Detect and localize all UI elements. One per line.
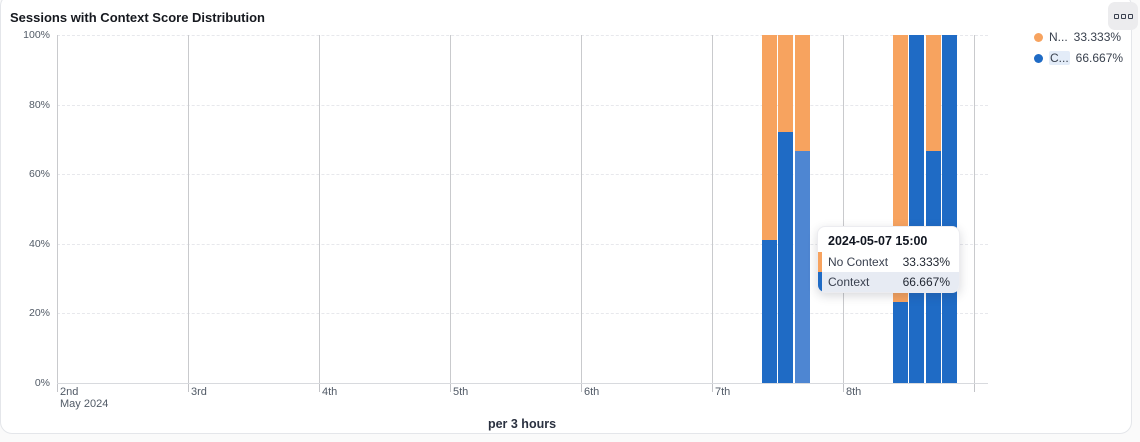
context-segment — [794, 150, 810, 383]
widget-options-button[interactable] — [1108, 2, 1138, 30]
chart-tooltip: 2024-05-07 15:00 No Context 33.333% Cont… — [817, 226, 960, 293]
x-axis-tick-label: 3rd — [191, 386, 207, 398]
x-axis-line — [57, 383, 988, 384]
x-axis-tick — [974, 383, 975, 392]
y-axis-tick-label: 0% — [34, 377, 50, 389]
stacked-bar-2024-05-07T12:00[interactable] — [778, 35, 794, 383]
page-title: Sessions with Context Score Distribution — [10, 10, 265, 25]
chart-legend: N... 33.333% C... 66.667% — [1034, 30, 1123, 65]
stacked-bar-2024-05-08T12:00[interactable] — [909, 35, 925, 383]
context-segment — [761, 240, 777, 383]
x-axis-tick — [57, 383, 58, 392]
x-gridline — [712, 35, 713, 383]
tooltip-series-label: No Context — [828, 255, 889, 269]
context-score-distribution-chart: 0% 20% 40% 60% 80% 100% 2nd 3rd 4th 5th 6th 7th 8th M… — [0, 6, 1140, 442]
x-axis-tick — [188, 383, 189, 392]
x-gridline — [57, 35, 58, 383]
tooltip-series-value: 33.333% — [902, 255, 950, 269]
stacked-bar-2024-05-07T09:00[interactable] — [761, 35, 777, 383]
tooltip-row-no-context: No Context 33.333% — [818, 252, 959, 272]
y-gridline — [57, 313, 988, 315]
y-axis-tick-label: 60% — [28, 168, 50, 181]
y-gridline — [57, 174, 988, 176]
context-segment — [941, 35, 957, 383]
x-axis-tick — [843, 383, 844, 392]
stacked-bar-2024-05-08T18:00[interactable] — [941, 35, 957, 383]
legend-item-no-context[interactable]: N... 33.333% — [1034, 30, 1123, 44]
x-gridline — [450, 35, 451, 383]
x-axis-tick — [450, 383, 451, 392]
tooltip-row-context: Context 66.667% — [818, 272, 959, 292]
context-segment — [892, 301, 908, 383]
grid-handle-icon — [1113, 13, 1133, 19]
x-axis-tick-label: 2nd — [60, 386, 79, 398]
tooltip-series-label: Context — [828, 275, 870, 289]
legend-dot-no-context-icon — [1034, 32, 1043, 42]
x-axis-tick-label: 8th — [846, 386, 862, 398]
x-axis-tick — [581, 383, 582, 392]
x-gridline — [581, 35, 582, 383]
legend-value: 33.333% — [1073, 30, 1122, 44]
x-axis-tick-label: 5th — [453, 386, 469, 398]
x-gridline — [319, 35, 320, 383]
y-gridline — [57, 243, 988, 245]
context-segment — [778, 132, 794, 383]
stacked-bar-2024-05-08T09:00[interactable] — [892, 35, 908, 383]
x-axis-tick-label: 6th — [584, 386, 600, 398]
y-axis-tick-label: 40% — [28, 237, 50, 250]
legend-label: C... — [1049, 51, 1070, 65]
x-gridline — [188, 35, 189, 383]
legend-value: 66.667% — [1075, 51, 1124, 65]
legend-label: N... — [1049, 30, 1068, 44]
stacked-bar-2024-05-07T15:00[interactable] — [794, 35, 810, 383]
tooltip-timestamp: 2024-05-07 15:00 — [828, 234, 928, 248]
x-axis-unit-label: per 3 hours — [487, 417, 557, 431]
x-axis-month-label: May 2024 — [60, 398, 109, 410]
x-axis-tick — [319, 383, 320, 392]
stacked-bar-2024-05-08T15:00[interactable] — [925, 35, 941, 383]
y-axis-tick-label: 80% — [28, 98, 50, 111]
y-axis-tick-label: 100% — [23, 29, 50, 41]
no-context-segment — [761, 35, 777, 241]
context-segment — [909, 35, 925, 383]
legend-dot-context-icon — [1034, 53, 1043, 63]
x-gridline — [974, 35, 975, 383]
no-context-segment — [778, 35, 794, 133]
y-gridline — [57, 104, 988, 106]
no-context-segment — [925, 35, 941, 151]
x-gridline — [843, 35, 844, 383]
y-axis-tick-label: 20% — [28, 307, 50, 320]
x-axis-tick-label: 7th — [715, 386, 731, 398]
x-axis-tick-label: 4th — [322, 386, 338, 398]
x-axis-tick — [712, 383, 713, 392]
legend-item-context[interactable]: C... 66.667% — [1034, 51, 1123, 65]
tooltip-series-value: 66.667% — [902, 275, 950, 289]
y-gridline — [57, 35, 988, 36]
no-context-segment — [794, 35, 810, 151]
